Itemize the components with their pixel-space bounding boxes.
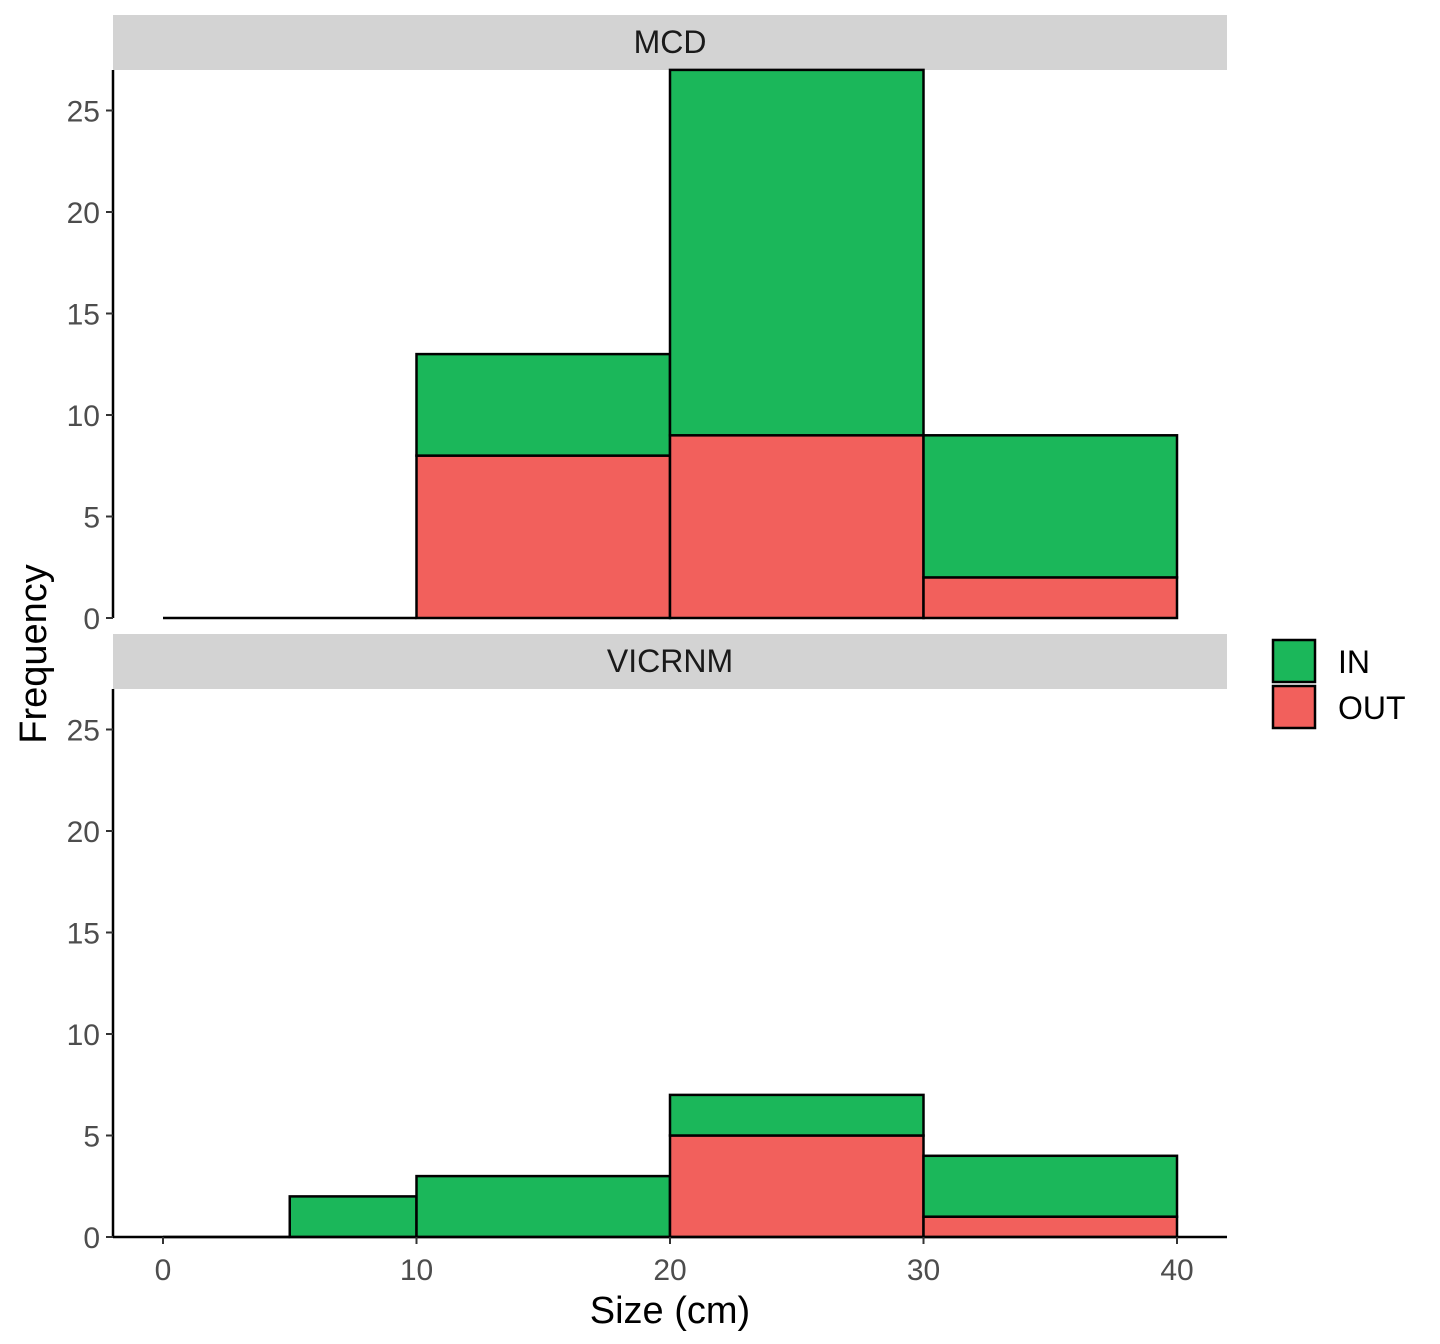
x-tick-label-10: 10 — [400, 1254, 433, 1287]
bar-in-vicrnm-1 — [288, 1195, 418, 1239]
x-axis-title: Size (cm) — [590, 1290, 750, 1332]
facet-strip-vicrnm — [113, 634, 1227, 689]
y-tick-label-vicrnm-5: 5 — [83, 1121, 100, 1154]
y-tick-label-vicrnm-25: 25 — [67, 715, 100, 748]
bar-in-mcd-3 — [922, 434, 1179, 579]
y-tick-label-mcd-25: 25 — [67, 96, 100, 129]
y-tick-label-mcd-10: 10 — [67, 400, 100, 433]
legend-label-out: OUT — [1338, 690, 1406, 726]
y-tick-label-mcd-0: 0 — [83, 603, 100, 636]
legend-label-in: IN — [1338, 644, 1370, 680]
x-tick-label-0: 0 — [155, 1254, 172, 1287]
facet-label-vicrnm: VICRNM — [607, 643, 733, 679]
x-tick-label-30: 30 — [907, 1254, 940, 1287]
y-tick-label-vicrnm-20: 20 — [67, 816, 100, 849]
y-tick-label-vicrnm-15: 15 — [67, 918, 100, 951]
facet-label-mcd: MCD — [634, 24, 707, 60]
y-tick-label-mcd-15: 15 — [67, 299, 100, 332]
legend-swatch-in — [1271, 638, 1317, 684]
y-tick-label-vicrnm-10: 10 — [67, 1019, 100, 1052]
y-tick-label-mcd-20: 20 — [67, 197, 100, 230]
bar-out-mcd-2 — [668, 434, 925, 620]
y-axis-title: Frequency — [13, 564, 55, 744]
legend-swatch-out — [1271, 684, 1317, 730]
x-tick-label-20: 20 — [653, 1254, 686, 1287]
x-tick-label-40: 40 — [1160, 1254, 1193, 1287]
y-tick-label-vicrnm-0: 0 — [83, 1222, 100, 1255]
bar-in-vicrnm-2 — [415, 1174, 672, 1239]
bar-in-mcd-1 — [415, 352, 672, 457]
bar-in-vicrnm-3 — [668, 1093, 925, 1137]
y-tick-label-mcd-5: 5 — [83, 502, 100, 535]
bar-in-vicrnm-4 — [922, 1154, 1179, 1218]
bar-out-mcd-3 — [922, 576, 1179, 620]
facet-strip-mcd — [113, 15, 1227, 70]
bar-in-mcd-2 — [668, 68, 925, 437]
bar-out-mcd-1 — [415, 454, 672, 620]
bar-out-vicrnm-3 — [668, 1134, 925, 1239]
bar-out-vicrnm-4 — [922, 1215, 1179, 1239]
